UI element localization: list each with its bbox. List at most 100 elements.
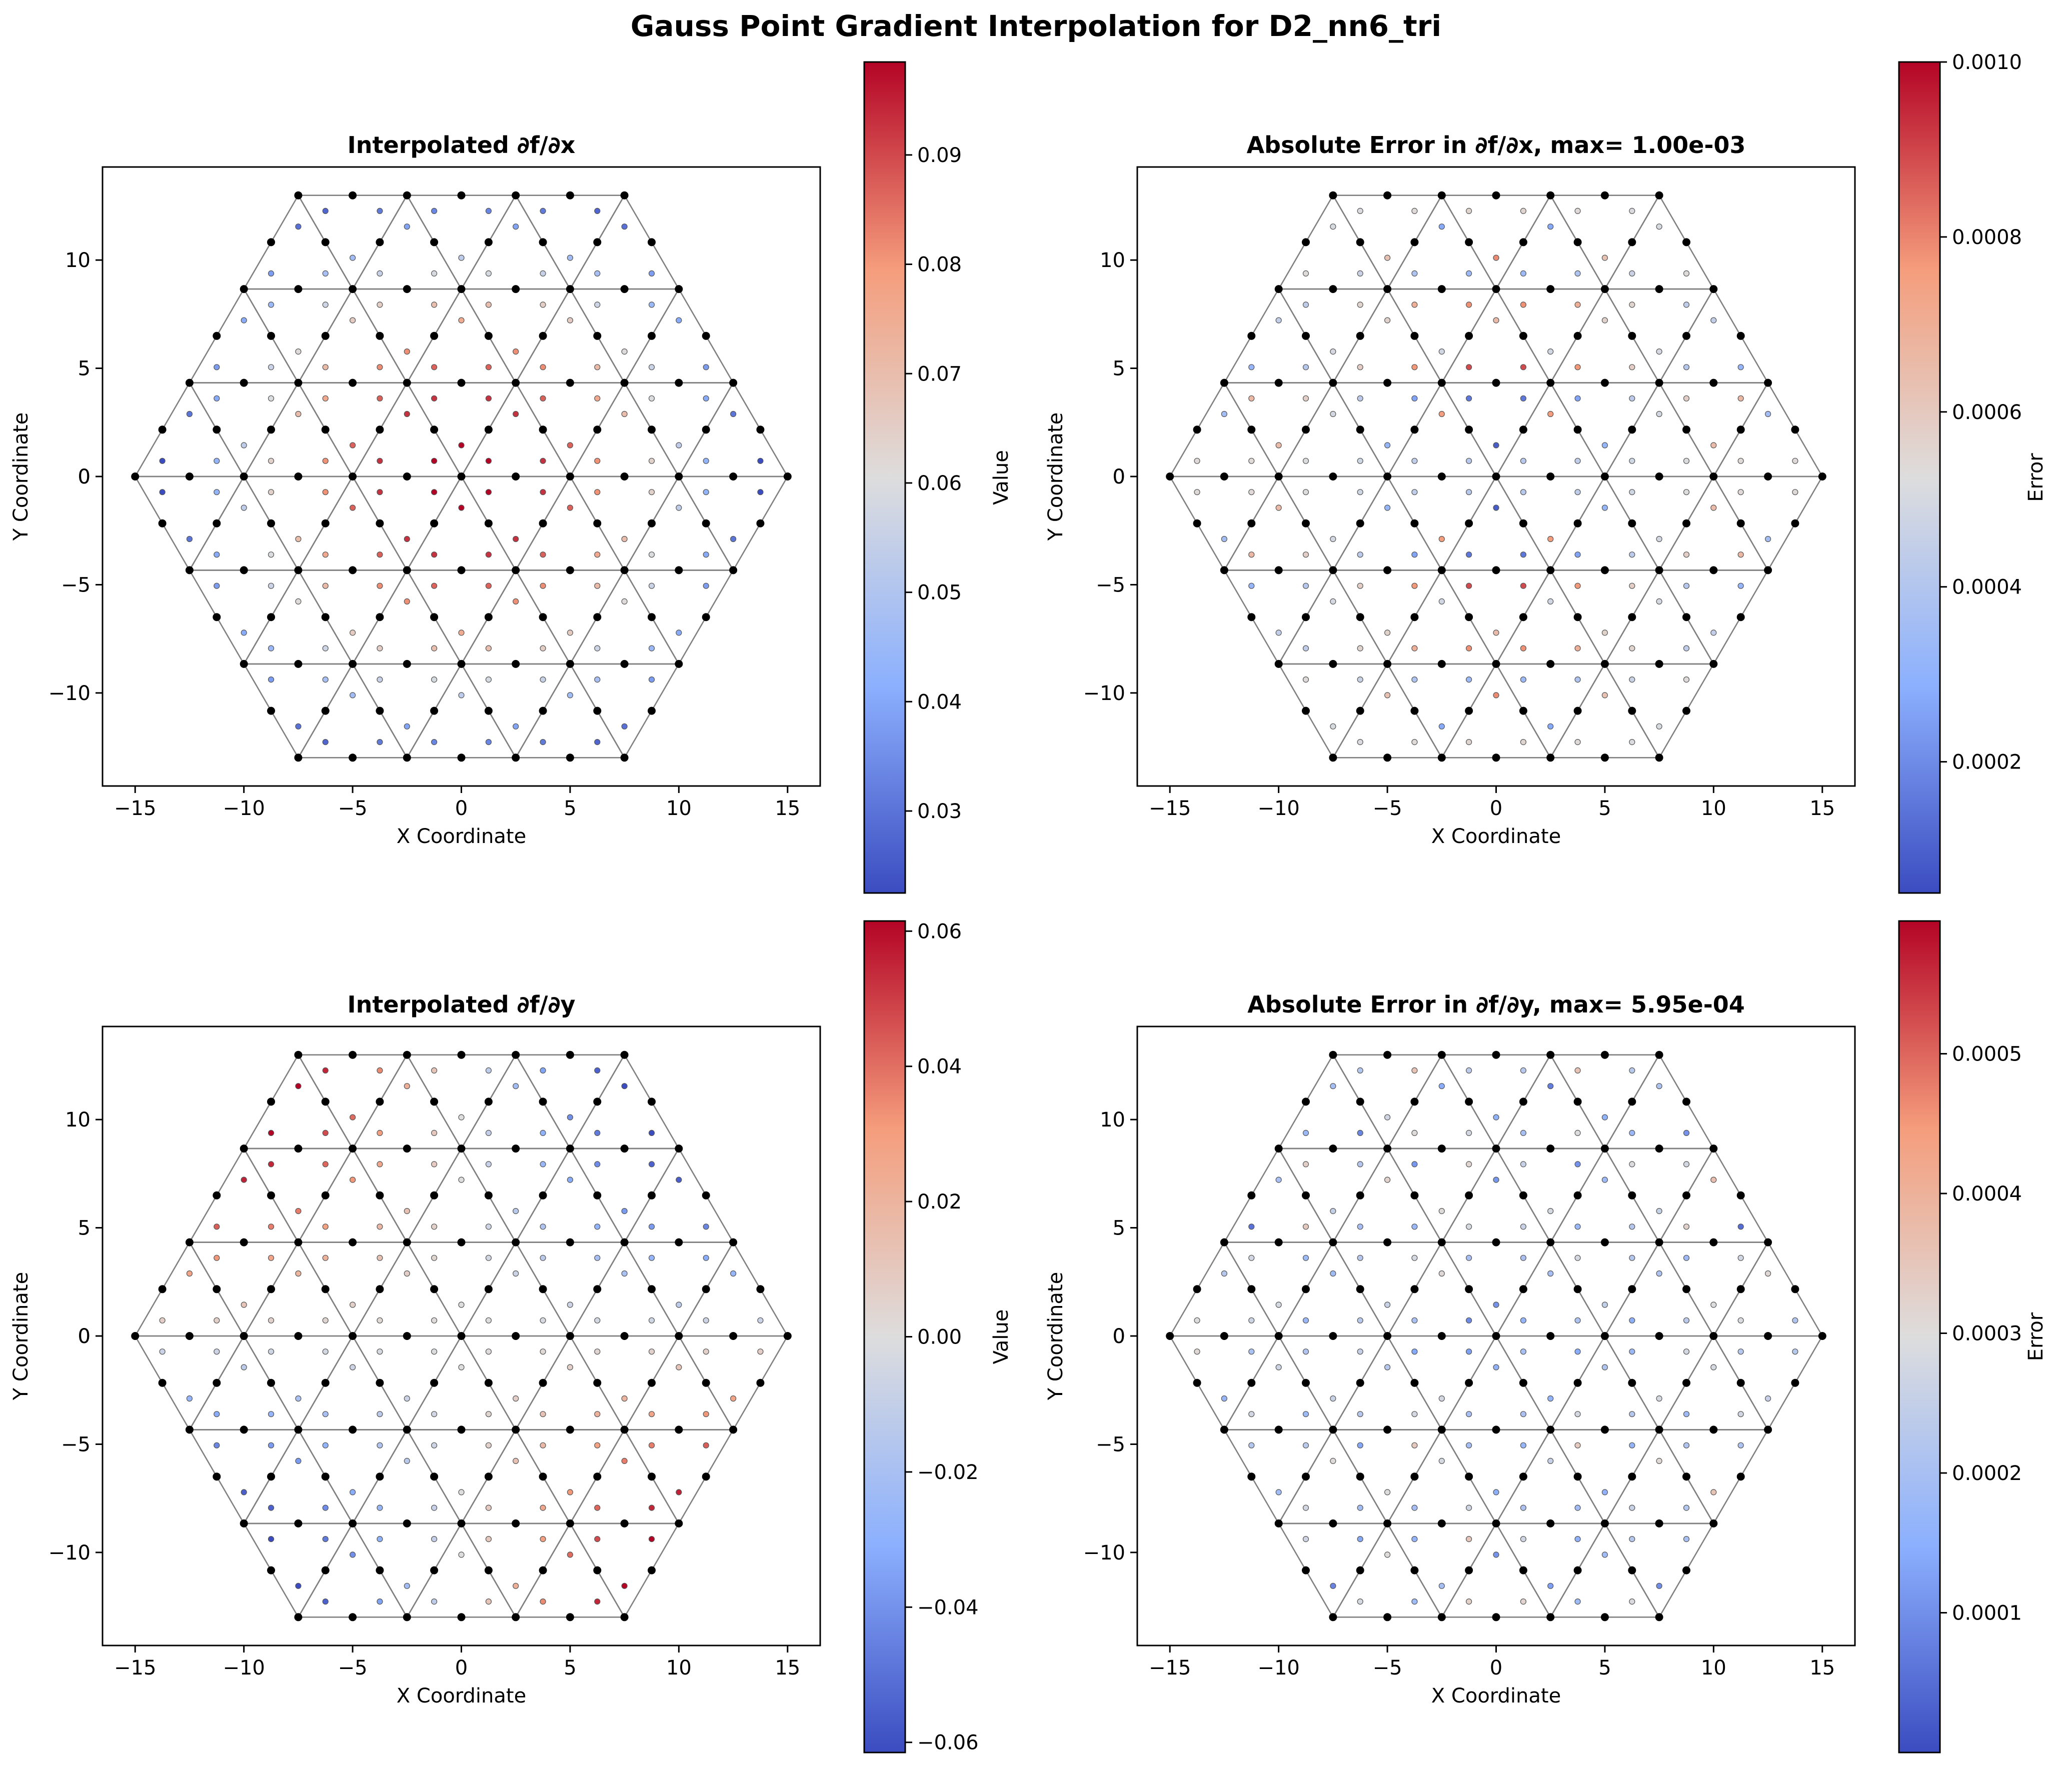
x-tick-label: −15	[1149, 1656, 1191, 1680]
mesh-node	[702, 519, 710, 528]
gauss-point	[703, 458, 709, 464]
gauss-point	[1302, 1254, 1309, 1261]
gauss-point	[1737, 1348, 1744, 1355]
mesh-node	[1600, 472, 1609, 480]
gauss-point	[458, 442, 465, 448]
gauss-point	[1574, 270, 1581, 277]
mesh-node	[430, 1098, 439, 1106]
y-tick-label: 5	[78, 1217, 91, 1240]
mesh-node	[566, 378, 574, 387]
gauss-point	[1411, 582, 1418, 589]
gauss-point	[1302, 1348, 1309, 1355]
gauss-point	[1683, 458, 1690, 464]
mesh-element	[678, 382, 789, 478]
gauss-point	[322, 1348, 329, 1355]
mesh-element	[1549, 1334, 1660, 1430]
x-tick-label: −10	[1257, 1656, 1299, 1680]
x-tick-label: 5	[1598, 797, 1611, 820]
mesh-element	[243, 1428, 354, 1524]
mesh-node	[1736, 332, 1745, 340]
gauss-point	[1574, 1161, 1581, 1168]
gauss-point	[540, 1130, 546, 1136]
mesh-element	[243, 1335, 354, 1431]
gauss-point	[1656, 1458, 1662, 1464]
gauss-point	[540, 1224, 546, 1230]
mesh-node	[1519, 426, 1527, 434]
mesh-node	[1356, 706, 1364, 715]
gauss-point	[431, 1254, 438, 1261]
mesh-element	[460, 1428, 572, 1524]
mesh-node	[1519, 706, 1527, 715]
mesh-node	[1628, 706, 1636, 715]
mesh-node	[321, 426, 330, 434]
gauss-point	[1357, 1224, 1363, 1230]
mesh-node	[1302, 1472, 1310, 1481]
gauss-point	[431, 1067, 438, 1074]
figure-title: Gauss Point Gradient Interpolation for D…	[630, 9, 1442, 43]
mesh-node	[1655, 472, 1663, 480]
gauss-point	[404, 348, 410, 355]
mesh-node	[756, 519, 765, 528]
gauss-point	[1302, 1442, 1309, 1448]
gauss-point	[621, 1270, 628, 1277]
mesh-node	[566, 1238, 574, 1246]
gauss-point	[1574, 1442, 1581, 1448]
mesh-element	[351, 663, 463, 759]
mesh-node	[321, 1285, 330, 1294]
mesh-node	[1573, 1098, 1582, 1106]
mesh-element	[1386, 1522, 1497, 1618]
mesh-node	[376, 706, 384, 715]
mesh-node	[430, 426, 439, 434]
gauss-point	[1601, 1176, 1608, 1183]
mesh-node	[1356, 426, 1364, 434]
mesh-element	[134, 382, 245, 478]
x-tick-label: 0	[455, 1656, 468, 1680]
gauss-point	[214, 395, 220, 402]
mesh-node	[1410, 1378, 1419, 1387]
mesh-node	[620, 1238, 629, 1246]
mesh-element	[569, 1335, 680, 1431]
mesh-node	[430, 706, 439, 715]
gauss-point	[513, 1395, 519, 1402]
gauss-point	[159, 1317, 166, 1324]
mesh-node	[1682, 426, 1690, 434]
gauss-point	[540, 1348, 546, 1355]
mesh-node	[321, 1191, 330, 1200]
gauss-point	[1221, 1395, 1227, 1402]
mesh-node	[376, 1191, 384, 1200]
gauss-point	[1466, 458, 1472, 464]
gauss-point	[1574, 1411, 1581, 1418]
mesh-element	[1549, 475, 1660, 571]
gauss-point	[540, 552, 546, 558]
mesh-element	[1495, 1335, 1606, 1431]
mesh-node	[1818, 1332, 1826, 1340]
gauss-point	[1737, 1317, 1744, 1324]
mesh-element	[243, 194, 354, 290]
gauss-point	[1601, 1302, 1608, 1308]
gauss-point	[1466, 1130, 1472, 1136]
mesh-element	[188, 382, 300, 478]
mesh-element	[1386, 1428, 1497, 1524]
y-axis-label: Y Coordinate	[10, 1272, 33, 1400]
colorbar-tick-label: 0.05	[917, 582, 962, 604]
mesh-node	[457, 660, 466, 668]
mesh-node	[783, 472, 792, 480]
mesh-element	[297, 194, 409, 290]
mesh-node	[267, 1285, 275, 1294]
gauss-point	[186, 1395, 193, 1402]
gauss-point	[1466, 1442, 1472, 1448]
gauss-point	[1466, 582, 1472, 589]
colorbar-tick-label: −0.06	[917, 1732, 979, 1754]
gauss-point	[1302, 552, 1309, 558]
mesh-node	[729, 1238, 738, 1246]
gauss-point	[1357, 458, 1363, 464]
mesh-node	[566, 1613, 574, 1622]
mesh-node	[593, 1285, 602, 1294]
mesh-node	[376, 1285, 384, 1294]
mesh-node	[702, 1285, 710, 1294]
mesh-node	[1410, 519, 1419, 528]
gauss-point	[404, 1582, 410, 1589]
mesh-node	[675, 285, 683, 294]
mesh-node	[1465, 1566, 1473, 1574]
mesh-node	[566, 1050, 574, 1059]
